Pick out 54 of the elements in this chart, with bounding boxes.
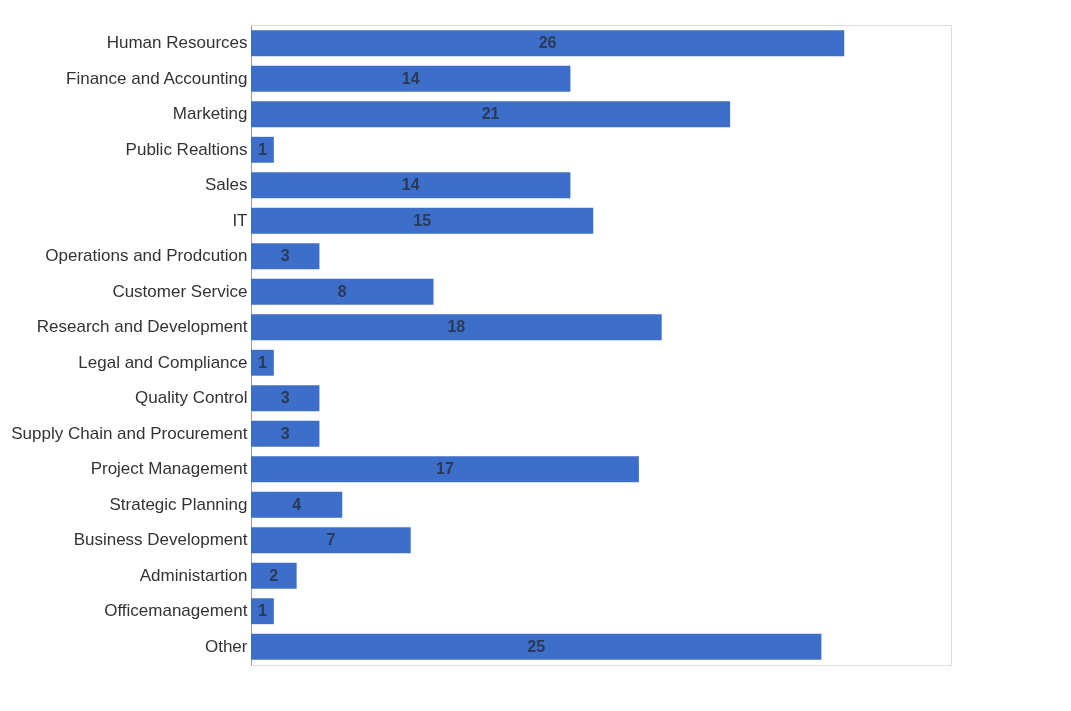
data-label: 17: [436, 460, 454, 478]
y-tick-label: Project Management: [90, 459, 248, 479]
y-tick-label: Operations and Prodcution: [45, 246, 248, 266]
data-label: 14: [401, 69, 420, 87]
bar: [251, 385, 320, 412]
bar: [251, 598, 274, 625]
data-label: 3: [280, 389, 290, 407]
bar: [251, 562, 297, 589]
y-tick-label: Marketing: [172, 104, 248, 124]
bar: [251, 456, 639, 483]
y-tick-label: Customer Service: [112, 281, 248, 301]
data-label: 26: [538, 34, 557, 52]
y-tick-label: Administartion: [139, 565, 248, 585]
bar: [251, 491, 343, 518]
bar: [251, 349, 274, 376]
y-tick-label: Business Development: [73, 530, 248, 550]
bar: [251, 30, 845, 57]
data-label: 15: [413, 211, 432, 229]
y-tick-label: Supply Chain and Procurement: [11, 423, 248, 443]
bar: [251, 207, 594, 234]
data-label: 18: [447, 318, 466, 336]
y-tick-label: Other: [204, 636, 248, 656]
y-tick-label: Officemanagement: [104, 601, 248, 621]
data-label: 3: [280, 424, 290, 442]
y-tick-label: Legal and Compliance: [78, 352, 248, 372]
bar: [251, 314, 662, 341]
bar: [251, 101, 731, 128]
y-tick-label: Public Realtions: [125, 139, 248, 159]
bar: [251, 278, 434, 305]
bar: [251, 633, 822, 660]
data-label: 3: [280, 247, 290, 265]
y-tick-label: Finance and Accounting: [66, 68, 248, 88]
y-tick-label: Research and Development: [36, 317, 248, 337]
y-tick-label: Sales: [204, 175, 248, 195]
data-label: 14: [401, 176, 420, 194]
data-label: 8: [337, 282, 347, 300]
bar: [251, 65, 571, 92]
data-label: 4: [292, 495, 302, 513]
data-label: 7: [326, 531, 336, 549]
data-label: 2: [269, 566, 279, 584]
data-label: 1: [257, 353, 267, 371]
y-tick-label: IT: [232, 210, 248, 230]
data-label: 21: [481, 105, 500, 123]
bar: [251, 527, 411, 554]
y-tick-label: Quality Control: [135, 388, 248, 408]
data-label: 1: [257, 602, 267, 620]
bar: [251, 243, 320, 270]
bar: [251, 172, 571, 199]
bar: [251, 136, 274, 163]
bar: [251, 420, 320, 447]
data-label: 25: [527, 637, 546, 655]
y-tick-label: Strategic Planning: [109, 494, 248, 514]
y-tick-label: Human Resources: [106, 33, 248, 53]
data-label: 1: [257, 140, 267, 158]
